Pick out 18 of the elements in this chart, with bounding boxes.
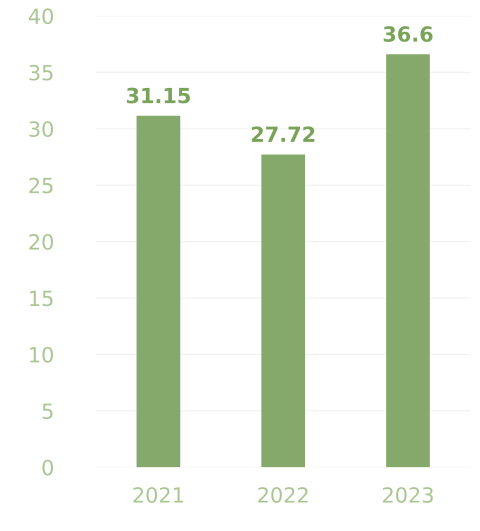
y-tick-label: 10 [30, 346, 53, 363]
y-tick-label: 15 [30, 290, 53, 306]
x-tick-label: 2021 [133, 487, 183, 503]
y-tick-label: 20 [29, 234, 53, 250]
y-tick-label: 30 [29, 121, 53, 137]
y-tick-label: 0 [42, 460, 53, 476]
x-tick-label: 2022 [258, 487, 308, 503]
y-tick-label: 25 [29, 178, 53, 194]
y-tick-label: 5 [42, 404, 53, 420]
bar [136, 116, 180, 468]
y-tick-label: 40 [28, 8, 53, 24]
data-label: 31.15 [126, 88, 190, 104]
bar [386, 54, 430, 468]
data-label: 27.72 [252, 126, 314, 142]
x-tick-label: 2023 [383, 487, 433, 503]
y-tick-label: 35 [29, 64, 53, 81]
data-label: 36.6 [384, 26, 433, 42]
bar [261, 154, 306, 468]
